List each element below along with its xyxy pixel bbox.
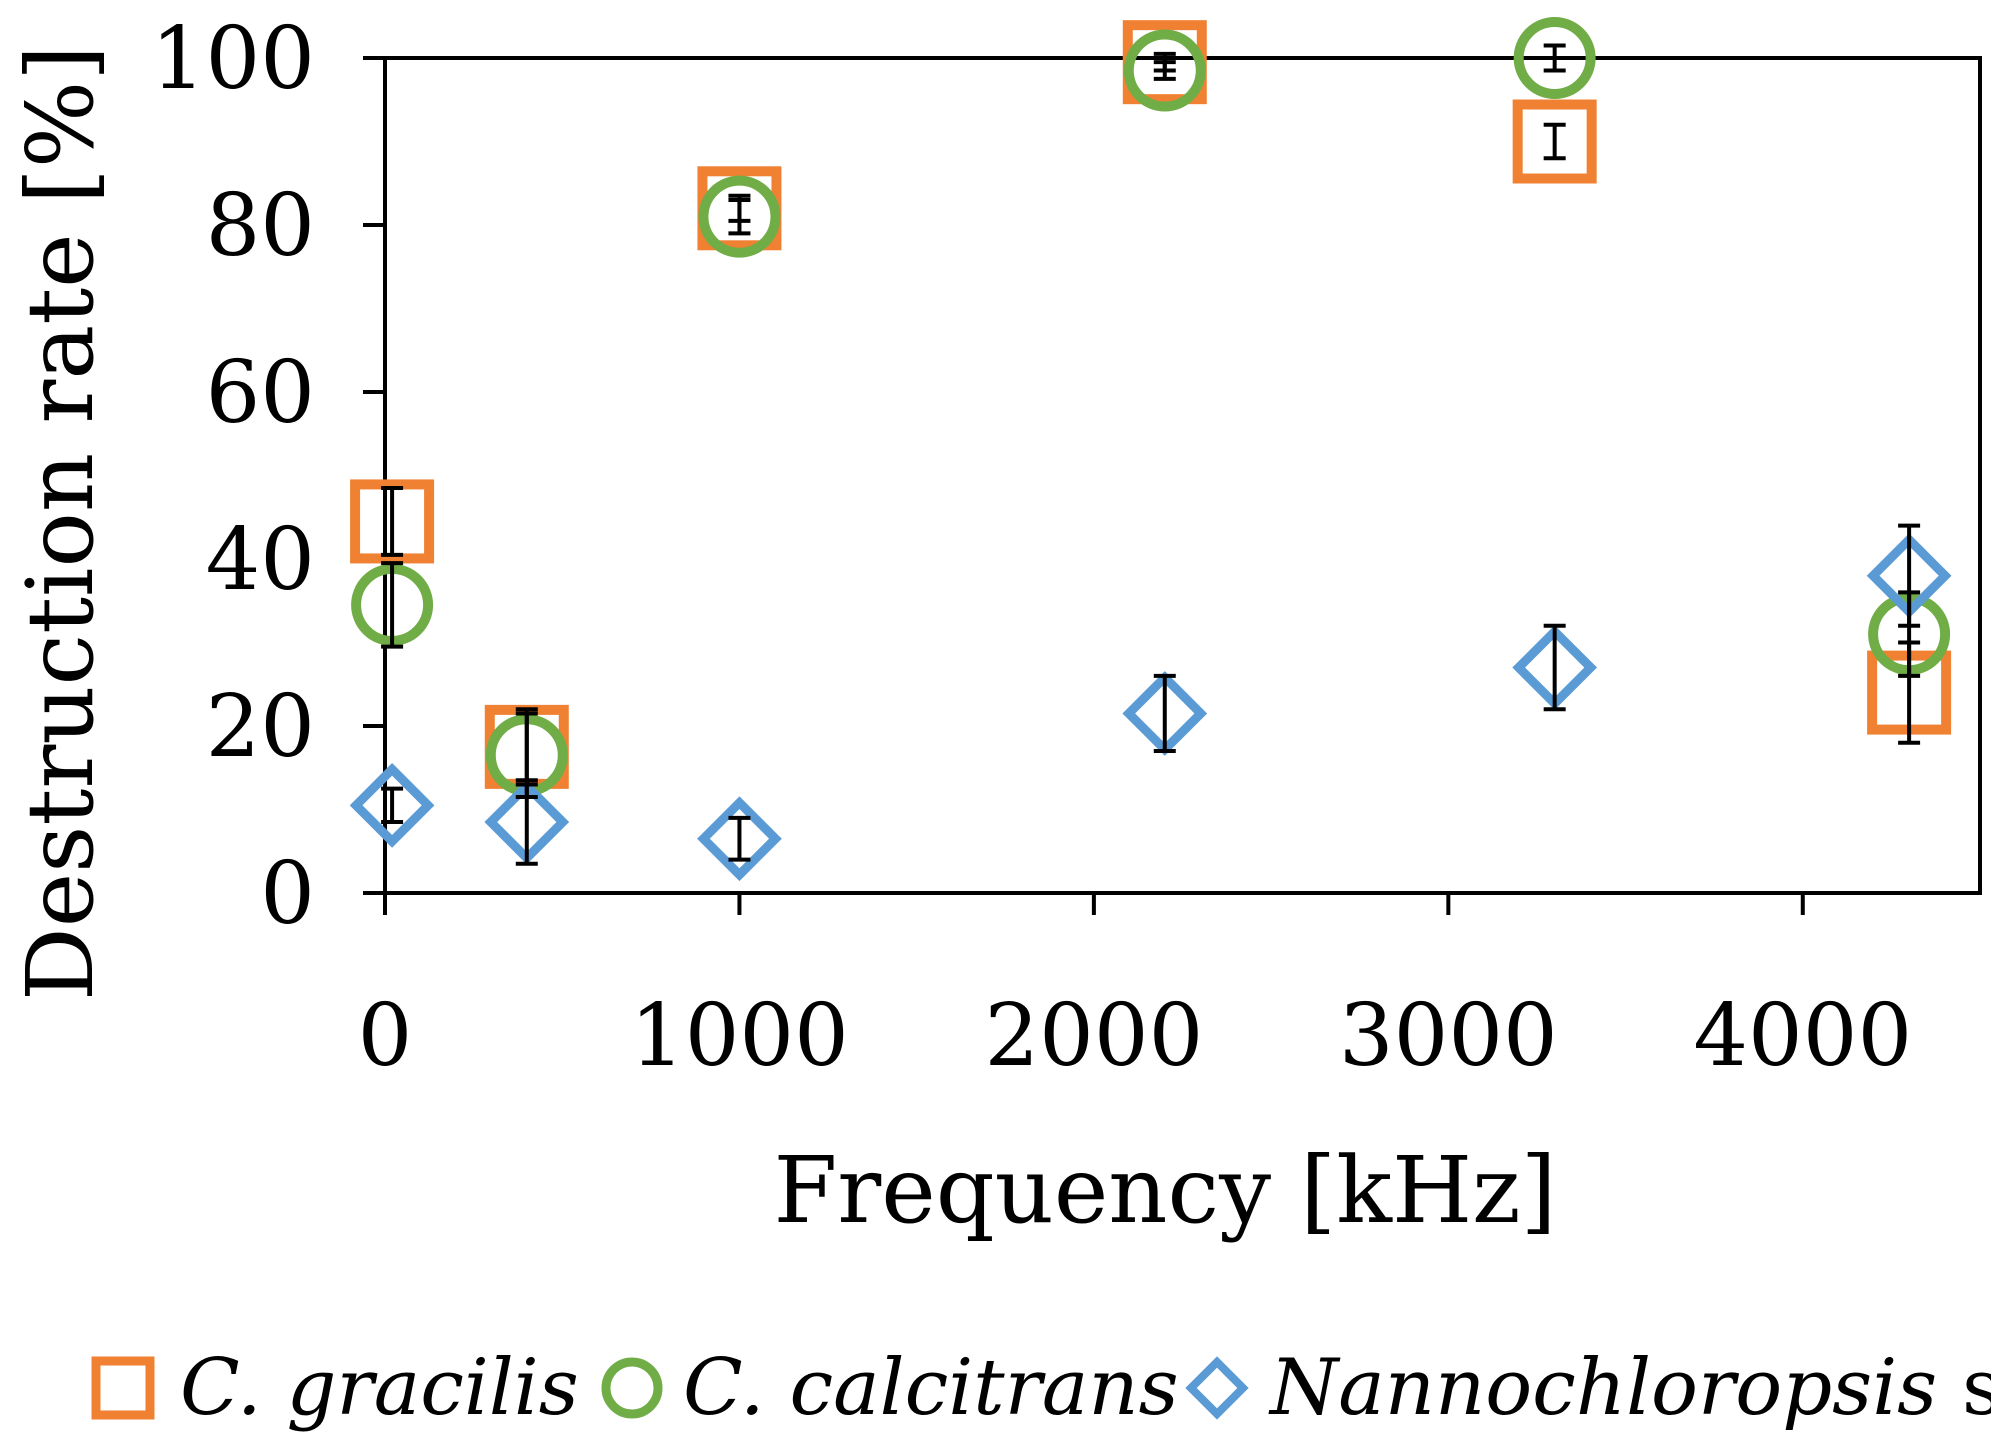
x-axis: 0 1000 2000 3000 4000	[358, 893, 1912, 1086]
x-axis-title: Frequency [kHz]	[773, 1137, 1556, 1244]
plot-area	[383, 56, 1982, 895]
legend-label-suffix: sp.	[1937, 1343, 1991, 1433]
legend-label: C. gracilis	[180, 1343, 579, 1433]
data-point-circle	[698, 175, 781, 258]
legend-label-italic: Nannochloropsis	[1268, 1343, 1937, 1433]
legend-marker-diamond	[1185, 1356, 1249, 1420]
data-point-diamond	[349, 762, 435, 848]
x-tick-label: 4000	[1693, 986, 1912, 1086]
y-tick-label: 40	[206, 510, 315, 610]
data-markers	[349, 17, 1952, 882]
plot-frame	[383, 56, 1982, 895]
y-tick-label: 60	[206, 343, 315, 443]
data-point-diamond	[697, 796, 782, 882]
legend-label-italic: C. gracilis	[180, 1343, 579, 1433]
error-bars	[381, 43, 1921, 866]
y-tick-label: 0	[260, 844, 315, 944]
data-point-square	[350, 479, 435, 564]
legend-marker-square	[91, 1356, 155, 1420]
legend-label: C. calcitrans	[683, 1343, 1179, 1433]
data-point-circle	[1513, 17, 1596, 99]
y-tick-label: 80	[206, 176, 315, 276]
legend-marker-circle	[601, 1357, 663, 1419]
y-tick-label: 20	[206, 677, 315, 777]
x-tick-label: 2000	[984, 986, 1203, 1086]
y-tick-label: 100	[151, 9, 315, 109]
y-axis: 0 20 40 60 80 100	[151, 9, 385, 944]
data-point-circle	[1123, 29, 1206, 112]
x-tick-label: 1000	[630, 986, 849, 1086]
legend: C. gracilis C. calcitrans Nannochloropsis …	[91, 1343, 1991, 1433]
y-axis-title: Destruction rate [%]	[7, 45, 114, 1001]
x-tick-label: 3000	[1339, 986, 1558, 1086]
legend-label-italic: C. calcitrans	[683, 1343, 1179, 1433]
x-tick-label: 0	[358, 986, 413, 1086]
data-point-square	[1512, 99, 1597, 184]
legend-label: Nannochloropsis sp.	[1268, 1343, 1991, 1433]
